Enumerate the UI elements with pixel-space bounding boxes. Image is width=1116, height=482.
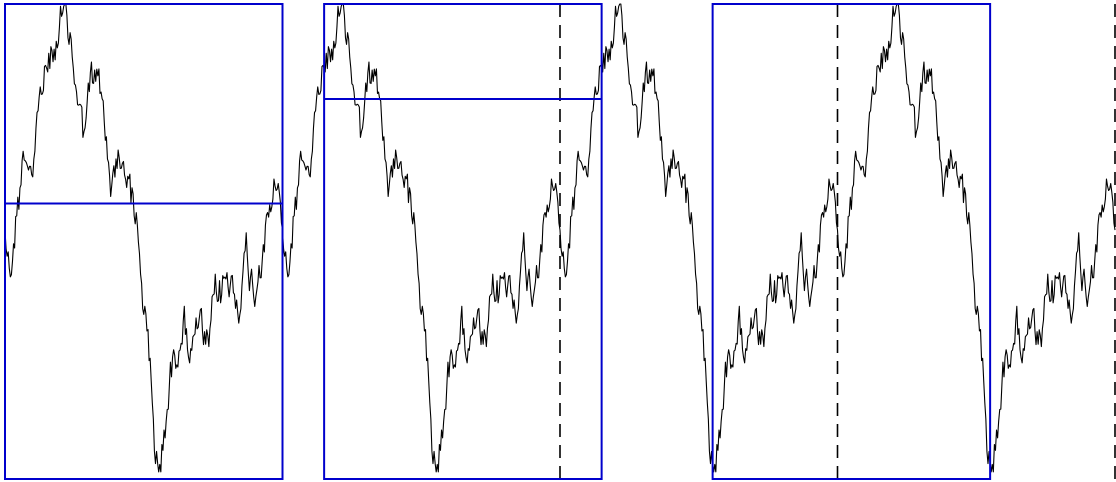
random-walk-trace xyxy=(4,3,1116,473)
box-2 xyxy=(323,3,603,480)
box-3 xyxy=(711,3,992,480)
period-dividers xyxy=(4,4,1116,479)
window-boxes xyxy=(4,3,992,480)
box-1 xyxy=(4,3,284,480)
